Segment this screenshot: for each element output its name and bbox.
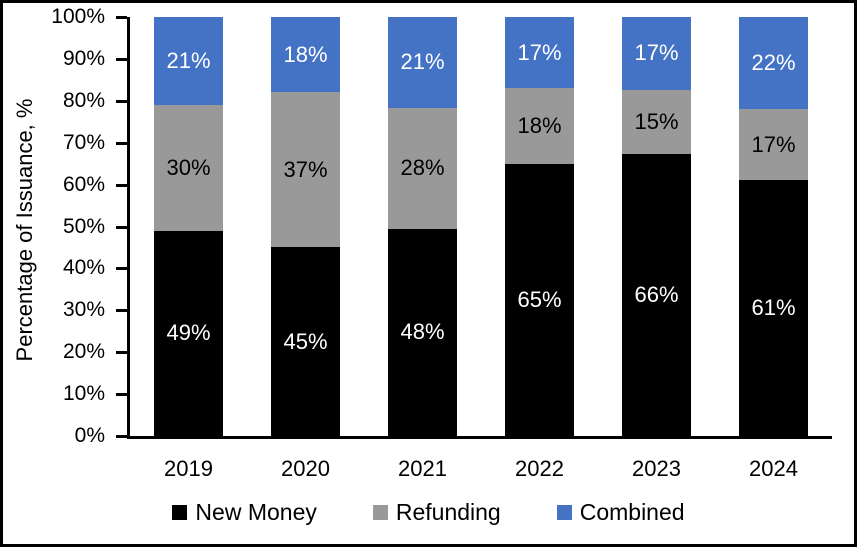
- bar-segment: 18%: [271, 17, 340, 93]
- bar-value-label: 37%: [283, 156, 328, 182]
- y-tick-mark: [116, 226, 127, 229]
- y-tick-label: 80%: [62, 89, 105, 112]
- bar-segment: 49%: [154, 230, 223, 436]
- y-tick-label: 100%: [51, 5, 105, 28]
- bar-value-label: 48%: [400, 319, 445, 345]
- legend-label: New Money: [195, 499, 317, 525]
- stacked-bar: 18% 37% 45%: [271, 17, 340, 436]
- bar-segment: 61%: [739, 180, 808, 436]
- y-tick-label: 10%: [62, 382, 105, 405]
- bar-segment: 18%: [505, 88, 574, 164]
- legend-label: Combined: [579, 499, 685, 525]
- y-tick-mark: [116, 351, 127, 354]
- y-tick-label: 40%: [62, 256, 105, 279]
- bar-segment: 22%: [739, 17, 808, 110]
- legend: New Money Refunding Combined: [3, 499, 854, 526]
- bar-value-label: 21%: [166, 47, 211, 73]
- legend-swatch-icon: [372, 505, 388, 520]
- stacked-bar: 17% 18% 65%: [505, 17, 574, 436]
- bar-value-label: 49%: [166, 320, 211, 346]
- bar-segment: 65%: [505, 163, 574, 436]
- stacked-bar: 17% 15% 66%: [622, 17, 691, 436]
- bar-segment: 17%: [622, 17, 691, 90]
- bar-value-label: 66%: [634, 281, 679, 307]
- y-tick-mark: [116, 435, 127, 438]
- plot-area: 21% 30% 49% 18% 37% 45% 21% 28% 48% 17% 18% 65% 17% 1…: [127, 17, 832, 439]
- bar-segment: 21%: [388, 17, 457, 108]
- bar-segment: 21%: [154, 17, 223, 105]
- legend-label: Refunding: [395, 499, 501, 525]
- bar-segment: 17%: [739, 109, 808, 181]
- y-tick-mark: [116, 16, 127, 19]
- y-tick-label: 30%: [62, 298, 105, 321]
- bar-value-label: 15%: [634, 108, 679, 134]
- x-axis-labels: 2019 2020 2021 2022 2023 2024: [130, 456, 832, 482]
- y-tick-mark: [116, 184, 127, 187]
- x-axis-category-label: 2024: [749, 456, 798, 481]
- bar-value-label: 18%: [283, 41, 328, 67]
- bar-value-label: 65%: [517, 286, 562, 312]
- bar-cell: 21% 30% 49%: [130, 17, 247, 436]
- legend-swatch-icon: [556, 505, 572, 520]
- bar-cell: 22% 17% 61%: [715, 17, 832, 436]
- bar-value-label: 22%: [751, 50, 796, 76]
- legend-item: New Money: [172, 499, 317, 526]
- bar-segment: 15%: [622, 89, 691, 154]
- x-axis-category-label: 2022: [515, 456, 564, 481]
- bar-segment: 45%: [271, 247, 340, 436]
- legend-item: Refunding: [372, 499, 501, 526]
- bar-segment: 66%: [622, 153, 691, 436]
- bar-value-label: 17%: [751, 131, 796, 157]
- bar-segment: 28%: [388, 107, 457, 229]
- bar-value-label: 61%: [751, 295, 796, 321]
- y-tick-label: 90%: [62, 47, 105, 70]
- bar-segment: 17%: [505, 17, 574, 89]
- bar-segment: 48%: [388, 228, 457, 436]
- x-axis-category-label: 2019: [164, 456, 213, 481]
- bar-cell: 18% 37% 45%: [247, 17, 364, 436]
- stacked-bar: 21% 30% 49%: [154, 17, 223, 436]
- bar-segment: 37%: [271, 92, 340, 248]
- y-tick-label: 20%: [62, 340, 105, 363]
- bar-segment: 30%: [154, 104, 223, 231]
- x-axis-category-label: 2020: [281, 456, 330, 481]
- y-tick-label: 0%: [74, 424, 105, 447]
- bar-cell: 17% 15% 66%: [598, 17, 715, 436]
- bar-value-label: 17%: [634, 40, 679, 66]
- y-tick-label: 60%: [62, 173, 105, 196]
- x-axis-category-label: 2023: [632, 456, 681, 481]
- legend-swatch-icon: [172, 505, 188, 520]
- x-axis-category-label: 2021: [398, 456, 447, 481]
- stacked-bar: 21% 28% 48%: [388, 17, 457, 436]
- stacked-bar: 22% 17% 61%: [739, 17, 808, 436]
- y-tick-mark: [116, 100, 127, 103]
- bar-value-label: 21%: [400, 49, 445, 75]
- y-tick-mark: [116, 58, 127, 61]
- bar-value-label: 17%: [517, 39, 562, 65]
- bar-value-label: 30%: [166, 154, 211, 180]
- y-tick-mark: [116, 142, 127, 145]
- bar-cell: 21% 28% 48%: [364, 17, 481, 436]
- bar-cell: 17% 18% 65%: [481, 17, 598, 436]
- y-tick-mark: [116, 393, 127, 396]
- legend-item: Combined: [556, 499, 685, 526]
- y-tick-label: 50%: [62, 215, 105, 238]
- y-tick-label: 70%: [62, 131, 105, 154]
- y-tick-mark: [116, 267, 127, 270]
- bar-value-label: 45%: [283, 328, 328, 354]
- y-tick-mark: [116, 309, 127, 312]
- bar-value-label: 28%: [400, 155, 445, 181]
- bar-value-label: 18%: [517, 112, 562, 138]
